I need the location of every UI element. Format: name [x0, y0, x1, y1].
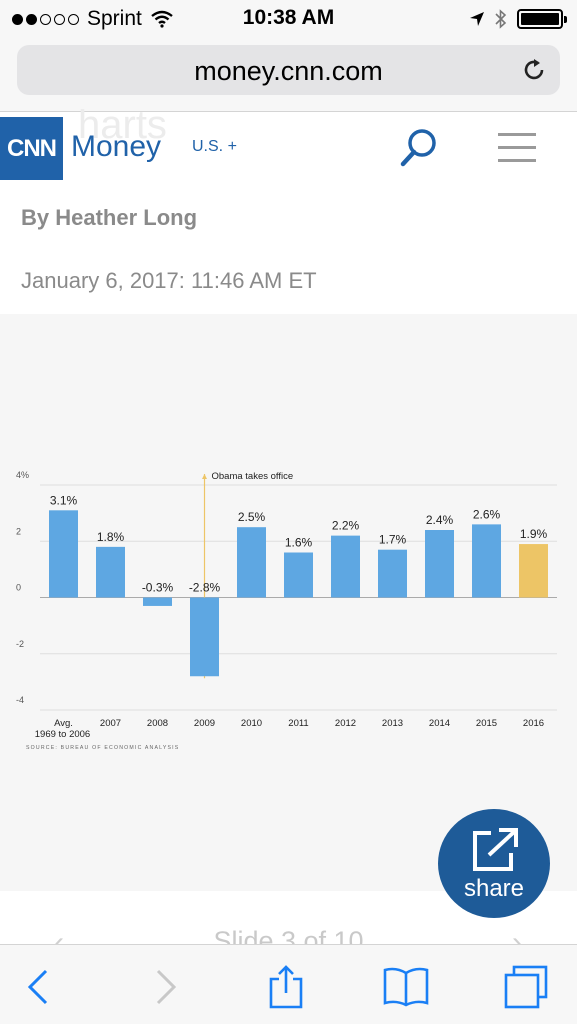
bar-value-label: 1.6% — [285, 536, 313, 550]
bar-value-label: -0.3% — [142, 581, 174, 595]
chevron-left-icon[interactable]: ‹ — [54, 926, 64, 946]
y-tick-label: 4% — [16, 470, 29, 480]
bar — [519, 544, 548, 598]
url-text: money.cnn.com — [194, 56, 383, 86]
bar — [190, 597, 219, 677]
y-tick-label: -4 — [16, 695, 24, 705]
x-tick-label: 2008 — [147, 718, 168, 729]
x-tick-label: 2013 — [382, 718, 403, 729]
article-dateline: January 6, 2017: 11:46 AM ET — [21, 268, 317, 293]
x-tick-label: 2015 — [476, 718, 497, 729]
x-tick-label: 2011 — [288, 718, 308, 729]
bar — [425, 530, 454, 598]
bluetooth-icon — [495, 9, 507, 29]
location-arrow-icon — [470, 12, 484, 26]
site-header: harts CNN Money U.S. + — [0, 103, 577, 183]
bar — [472, 524, 501, 598]
x-tick-label: 2009 — [194, 718, 215, 729]
x-tick-label: 2012 — [335, 718, 356, 729]
browser-toolbar — [0, 944, 577, 1024]
tabs-icon[interactable] — [502, 965, 550, 1009]
signal-dots-icon — [12, 13, 79, 25]
gdp-bar-chart: 4% 2 0 -2 -4 Obama takes office 3.1% Avg.1969 t… — [16, 470, 557, 751]
search-icon[interactable] — [398, 127, 440, 169]
article-byline: By Heather Long — [21, 205, 198, 230]
x-tick-label: Avg. — [54, 718, 73, 729]
bar-value-label: 2.4% — [426, 513, 454, 527]
bar — [143, 597, 172, 606]
share-label: share — [463, 875, 525, 902]
x-tick-label: 2014 — [429, 718, 450, 729]
wifi-icon — [151, 10, 173, 28]
bar — [378, 549, 407, 598]
battery-icon — [517, 9, 567, 29]
bar-value-label: 1.8% — [97, 530, 125, 544]
share-external-icon — [473, 828, 518, 871]
status-time: 10:38 AM — [242, 6, 335, 29]
slide-counter: Slide 3 of 10 — [213, 926, 364, 946]
share-button[interactable]: share — [438, 809, 550, 918]
bar — [96, 546, 125, 598]
slide-navigation: ‹ Slide 3 of 10 › — [0, 926, 577, 946]
hamburger-menu-icon[interactable] — [498, 133, 536, 163]
y-tick-label: 0 — [16, 583, 21, 593]
x-tick-label: 2016 — [523, 718, 544, 729]
open-book-icon[interactable] — [382, 965, 430, 1009]
bar-value-label: 2.6% — [473, 507, 501, 521]
chart-panel: 4% 2 0 -2 -4 Obama takes office 3.1% Avg. 1969 t… — [0, 314, 577, 891]
brand-name[interactable]: Money — [71, 130, 162, 163]
chevron-right-icon[interactable]: › — [512, 926, 522, 946]
bar-value-label: 1.9% — [520, 527, 548, 541]
y-tick-label: 2 — [16, 526, 21, 536]
bar-value-label: 3.1% — [50, 493, 78, 507]
x-tick-label: 2007 — [100, 718, 121, 729]
carrier-area: Sprint — [12, 7, 174, 31]
back-chevron-icon[interactable] — [16, 965, 64, 1009]
status-bar: Sprint 10:38 AM — [0, 0, 577, 38]
x-tick-label: 2010 — [241, 718, 262, 729]
cnn-logo[interactable]: CNN — [0, 117, 63, 180]
bar-value-label: 2.2% — [332, 519, 360, 533]
address-bar[interactable]: money.cnn.com — [17, 45, 560, 95]
bar-value-label: 1.7% — [379, 533, 407, 547]
annotation-arrow — [202, 474, 207, 479]
bar-value-label: -2.8% — [189, 581, 221, 595]
forward-chevron-icon[interactable] — [140, 965, 188, 1009]
bar — [284, 552, 313, 598]
bar-value-label: 2.5% — [238, 510, 266, 524]
bar — [49, 510, 78, 598]
browser-address-area: money.cnn.com — [0, 38, 577, 112]
x-tick-label: 1969 to 2006 — [35, 729, 90, 740]
reload-icon[interactable] — [520, 56, 548, 84]
annotation-label: Obama takes office — [212, 471, 294, 482]
share-box-icon[interactable] — [262, 965, 310, 1009]
status-right — [469, 9, 567, 29]
region-selector[interactable]: U.S. + — [192, 138, 237, 155]
ghost-title-text: harts — [78, 103, 167, 147]
bar — [331, 535, 360, 598]
y-tick-label: -2 — [16, 639, 24, 649]
carrier-name: Sprint — [87, 7, 142, 30]
bar — [237, 527, 266, 598]
chart-source: SOURCE: BUREAU OF ECONOMIC ANALYSIS — [26, 745, 179, 751]
